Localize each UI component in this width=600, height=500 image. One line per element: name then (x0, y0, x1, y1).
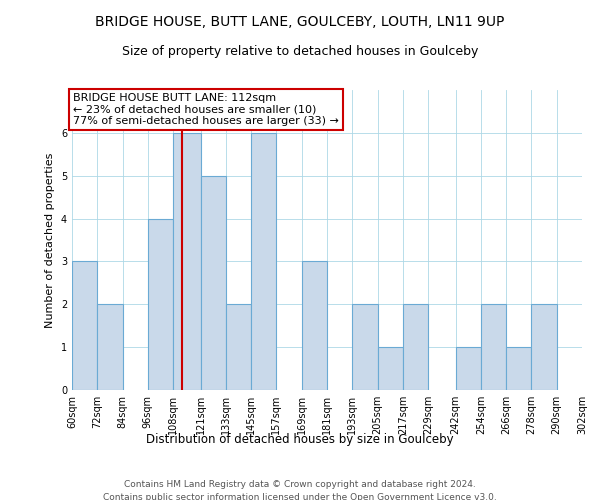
Bar (455, 347, 481, 390)
Bar (173, 133, 200, 390)
Bar (352, 304, 377, 390)
Bar (403, 304, 428, 390)
Text: BRIDGE HOUSE, BUTT LANE, GOULCEBY, LOUTH, LN11 9UP: BRIDGE HOUSE, BUTT LANE, GOULCEBY, LOUTH… (95, 15, 505, 29)
Text: Contains public sector information licensed under the Open Government Licence v3: Contains public sector information licen… (103, 492, 497, 500)
Bar (532, 304, 557, 390)
Bar (226, 304, 251, 390)
Bar (377, 347, 403, 390)
Bar (506, 347, 532, 390)
Bar (481, 304, 506, 390)
Bar (72, 262, 97, 390)
Bar (302, 262, 327, 390)
Bar (148, 218, 173, 390)
Bar (97, 304, 122, 390)
Text: Size of property relative to detached houses in Goulceby: Size of property relative to detached ho… (122, 45, 478, 58)
Text: Distribution of detached houses by size in Goulceby: Distribution of detached houses by size … (146, 432, 454, 446)
Y-axis label: Number of detached properties: Number of detached properties (46, 152, 55, 328)
Text: BRIDGE HOUSE BUTT LANE: 112sqm
← 23% of detached houses are smaller (10)
77% of : BRIDGE HOUSE BUTT LANE: 112sqm ← 23% of … (73, 93, 339, 126)
Bar (200, 176, 226, 390)
Text: Contains HM Land Registry data © Crown copyright and database right 2024.: Contains HM Land Registry data © Crown c… (124, 480, 476, 489)
Bar (251, 133, 277, 390)
